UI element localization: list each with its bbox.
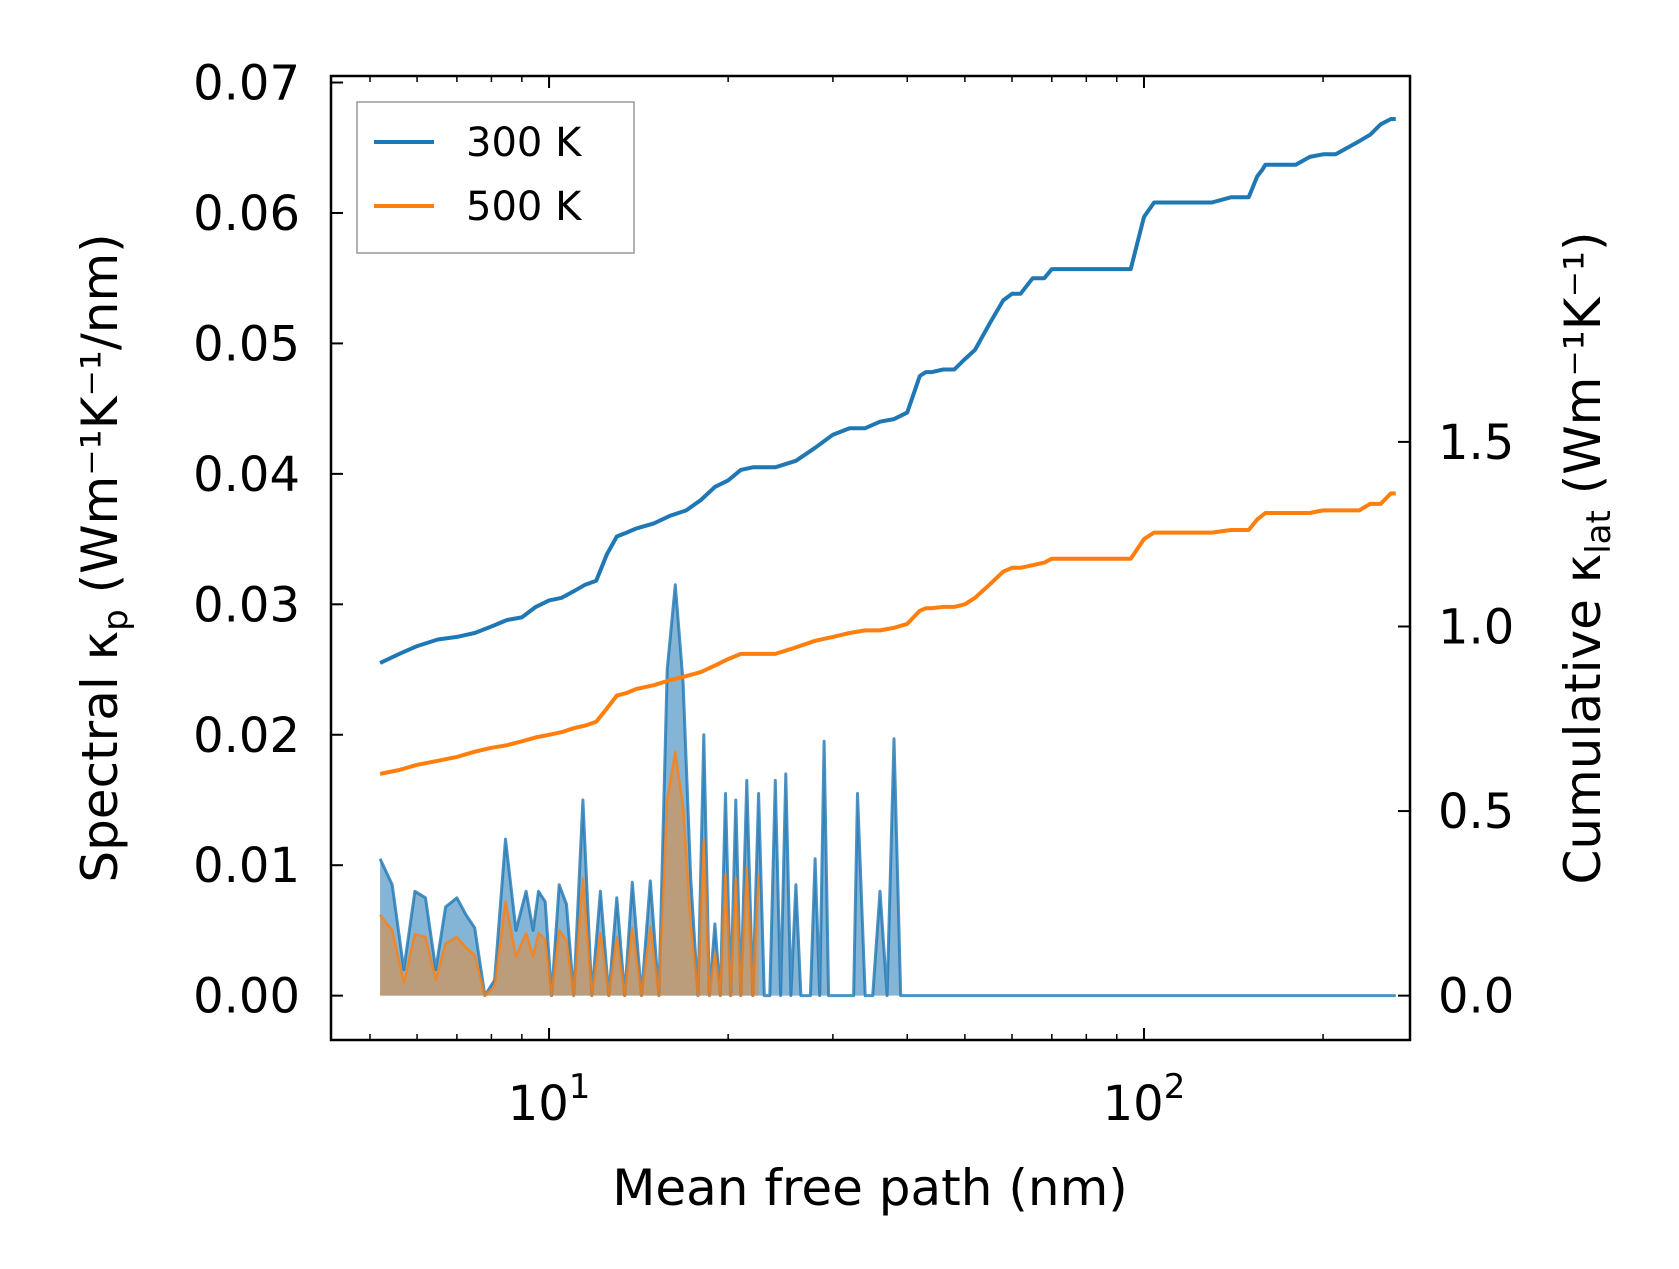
spectral-line-500k <box>379 750 760 997</box>
spectral-fills <box>380 584 1396 996</box>
right-y-axis-label-unit: (Wm⁻¹K⁻¹) <box>1554 231 1612 510</box>
left-y-tick-label: 0.06 <box>193 186 300 242</box>
left-y-axis-label-main: Spectral κ <box>71 631 129 883</box>
legend-label-500k: 500 K <box>466 184 583 230</box>
x-axis-ticks: 101 102 <box>369 76 1324 1132</box>
right-y-tick-label: 0.0 <box>1438 969 1514 1025</box>
right-y-tick-label: 1.0 <box>1438 599 1514 655</box>
plot-area <box>378 117 1396 998</box>
x-tick-label: 102 <box>1103 1067 1186 1132</box>
legend-box <box>356 101 635 254</box>
legend-label-300k: 300 K <box>466 120 583 166</box>
x-tick-label: 101 <box>508 1067 591 1132</box>
axes-frame <box>329 74 1412 1042</box>
left-y-axis-label: Spectral κp (Wm⁻¹K⁻¹/nm) <box>71 233 136 882</box>
right-y-tick-label: 0.5 <box>1438 784 1514 840</box>
left-y-axis-ticks: 0.00 0.01 0.02 0.03 0.04 0.05 0.06 0.07 <box>193 56 343 1025</box>
left-y-axis-label-sub: p <box>96 609 136 631</box>
left-y-tick-label: 0.03 <box>193 577 300 633</box>
left-y-tick-label: 0.04 <box>193 447 300 503</box>
right-y-axis-label: Cumulative κlat (Wm⁻¹K⁻¹) <box>1554 231 1619 884</box>
left-y-tick-label: 0.01 <box>193 838 300 894</box>
x-tick-label-base: 10 <box>1103 1076 1164 1132</box>
x-axis-label: Mean free path (nm) <box>612 1159 1128 1217</box>
left-y-tick-label: 0.00 <box>193 969 300 1025</box>
cumulative-line-300k <box>379 117 1396 665</box>
left-y-axis-label-unit: (Wm⁻¹K⁻¹/nm) <box>71 233 129 609</box>
legend: 300 K 500 K <box>356 101 635 254</box>
x-tick-label-exponent: 2 <box>1164 1067 1186 1107</box>
left-y-tick-label: 0.07 <box>193 56 300 112</box>
left-y-tick-label: 0.05 <box>193 316 300 372</box>
right-y-axis-ticks: 0.0 0.5 1.0 1.5 <box>1398 415 1514 1025</box>
spectral-fill-500k <box>380 751 759 996</box>
right-y-tick-label: 1.5 <box>1438 415 1514 471</box>
cumulative-lines <box>379 117 1396 776</box>
spectral-lines <box>378 583 1396 998</box>
left-y-tick-label: 0.02 <box>193 708 300 764</box>
right-y-axis-label-sub: lat <box>1579 510 1619 554</box>
right-y-axis-label-main: Cumulative κ <box>1554 554 1612 885</box>
x-tick-label-exponent: 1 <box>569 1067 591 1107</box>
cumulative-line-500k <box>379 491 1396 776</box>
x-tick-label-base: 10 <box>508 1076 569 1132</box>
